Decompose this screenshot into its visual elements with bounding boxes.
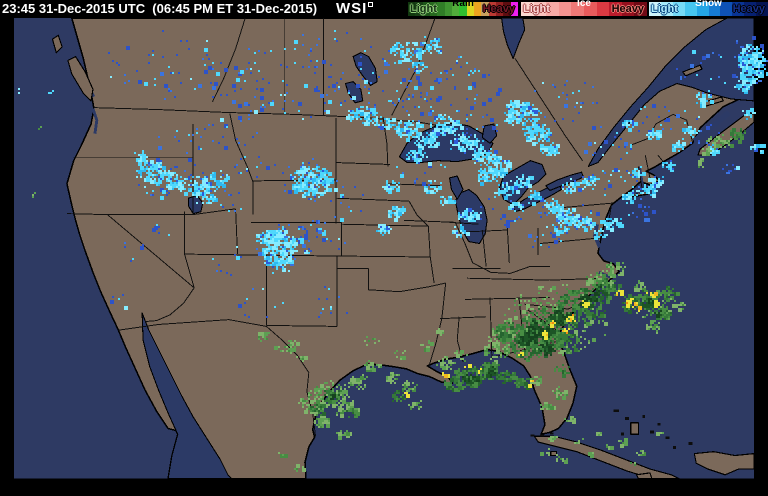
- radar-map: [0, 18, 768, 496]
- legend-rain: Rain Light Heavy: [408, 0, 518, 17]
- wsi-logo: WSI: [336, 0, 374, 17]
- legend-ice-bar: [521, 2, 647, 16]
- legend-rain-title: Rain: [452, 0, 474, 9]
- us-basemap: [13, 18, 755, 480]
- header-bar: 23:45 31-Dec-2015 UTC (06:45 PM ET 31-De…: [0, 0, 768, 18]
- legend-ice-light-label: Light: [523, 3, 550, 15]
- legend-ice-title: Ice: [577, 0, 591, 9]
- legend-snow-light-label: Light: [651, 3, 678, 15]
- wsi-logo-degree-mark: [368, 2, 374, 7]
- legend-ice-heavy-label: Heavy: [611, 3, 644, 15]
- legend-ice: Ice Light Heavy: [521, 0, 647, 17]
- legend-snow-bar: [649, 2, 768, 16]
- andros-island: [630, 422, 639, 435]
- legend-rain-light-label: Light: [410, 3, 437, 15]
- legend-snow: Snow Light Heavy: [649, 0, 768, 17]
- legend-rain-heavy-label: Heavy: [482, 3, 515, 15]
- legend-snow-heavy-label: Heavy: [732, 3, 765, 15]
- legend-rain-bar: [408, 2, 518, 16]
- legend-snow-title: Snow: [695, 0, 722, 9]
- wsi-logo-text: WSI: [336, 0, 368, 17]
- isla-juventud: [550, 451, 558, 457]
- timestamp-text: 23:45 31-Dec-2015 UTC (06:45 PM ET 31-De…: [2, 1, 318, 16]
